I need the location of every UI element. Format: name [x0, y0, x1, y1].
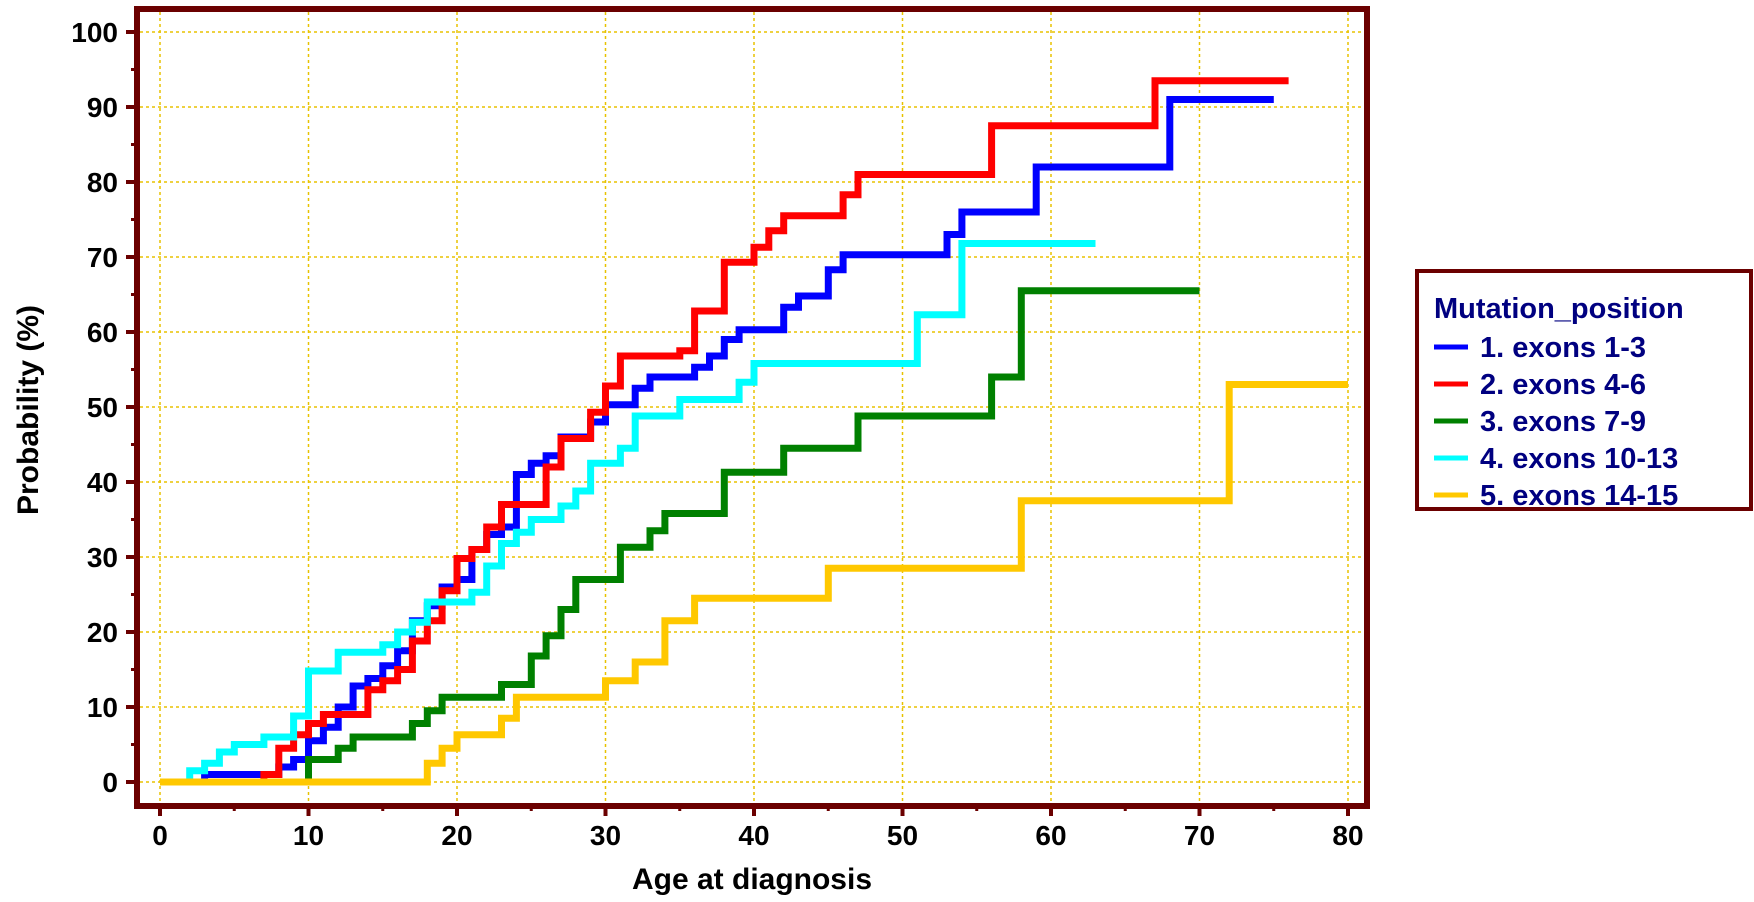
y-tick-label: 70: [87, 242, 118, 273]
series-lines: [160, 77, 1348, 786]
x-tick-label: 80: [1332, 820, 1363, 851]
x-tick-label: 30: [590, 820, 621, 851]
legend-title: Mutation_position: [1434, 293, 1684, 325]
y-axis-title: Probability (%): [12, 305, 45, 515]
x-tick-label: 10: [293, 820, 324, 851]
y-tick-label: 50: [87, 392, 118, 423]
legend-box: [1415, 269, 1753, 511]
legend-label: 2. exons 4-6: [1480, 369, 1646, 401]
series-line-1: [160, 96, 1274, 786]
x-tick-label: 70: [1184, 820, 1215, 851]
y-tick-label: 90: [87, 92, 118, 123]
x-tick-label: 20: [441, 820, 472, 851]
y-tick-label: 20: [87, 617, 118, 648]
legend-label: 3. exons 7-9: [1480, 406, 1646, 438]
series-line-3: [305, 287, 1200, 782]
x-tick-label: 0: [152, 820, 168, 851]
y-tick-label: 60: [87, 317, 118, 348]
legend-label: 4. exons 10-13: [1480, 443, 1678, 475]
x-axis-title: Age at diagnosis: [632, 863, 872, 896]
x-tick-label: 40: [738, 820, 769, 851]
axis-ticks: [126, 30, 1350, 816]
legend: Mutation_position 1. exons 1-3 2. exons 4…: [1415, 269, 1753, 512]
legend-label: 5. exons 14-15: [1480, 480, 1678, 512]
series-line-4: [186, 240, 1096, 782]
series-line-5: [160, 381, 1348, 786]
y-tick-label: 0: [102, 767, 118, 798]
series-line-2: [160, 77, 1289, 786]
y-tick-label: 40: [87, 467, 118, 498]
x-tick-label: 50: [887, 820, 918, 851]
y-tick-label: 30: [87, 542, 118, 573]
legend-items: 1. exons 1-3 2. exons 4-6 3. exons 7-9 4. e…: [1434, 332, 1678, 512]
x-tick-label: 60: [1035, 820, 1066, 851]
legend-label: 1. exons 1-3: [1480, 332, 1646, 364]
y-tick-label: 10: [87, 692, 118, 723]
tick-labels: 0 10 20 30 40 50 60 70 80 0 10 20 30 40 50 60 70 80 90 100: [71, 17, 1363, 851]
grid: [140, 12, 1364, 803]
y-tick-label: 80: [87, 167, 118, 198]
y-tick-label: 100: [71, 17, 118, 48]
